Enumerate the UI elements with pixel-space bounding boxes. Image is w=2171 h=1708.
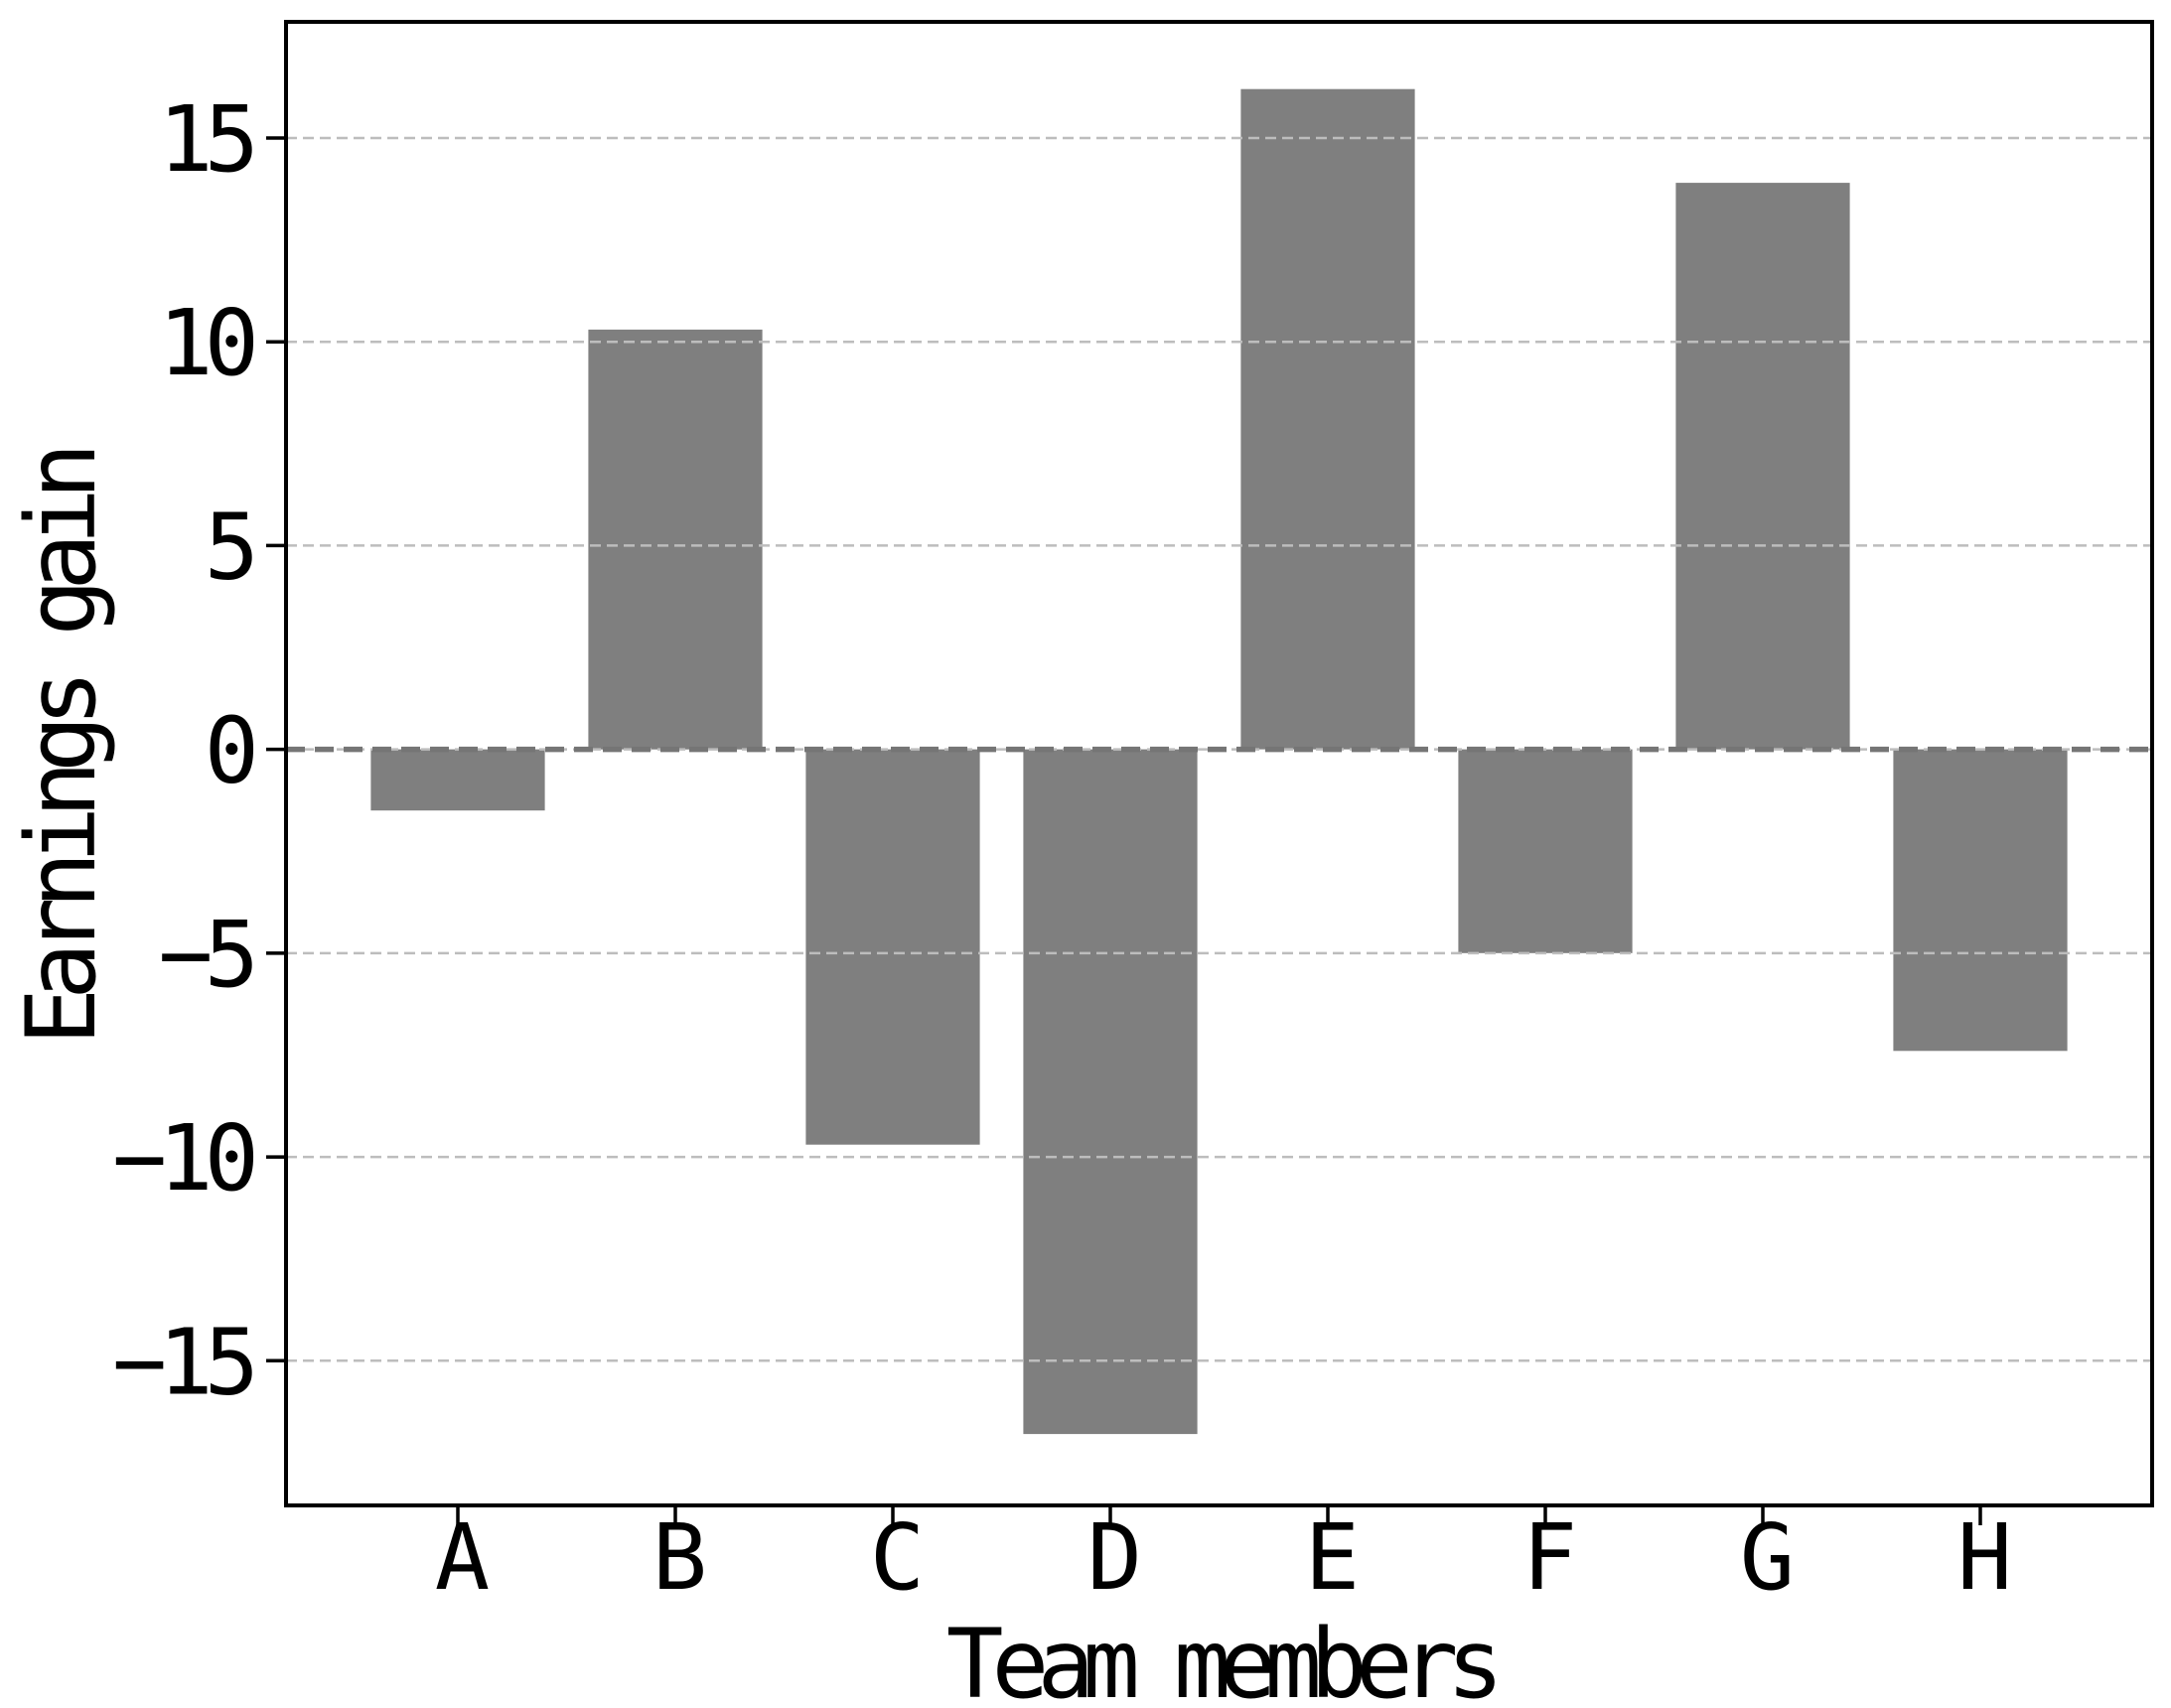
bar-B [588,329,763,750]
bar-H [1893,749,2068,1052]
x-tick-label-F: F [1522,1504,1572,1611]
x-axis-label: Team members [945,1609,1505,1708]
y-tick-label-10: 10 [158,290,253,396]
x-tick-label-C: C [870,1504,919,1611]
x-tick-label-G: G [1740,1504,1790,1611]
y-tick-label-−5: −5 [158,902,252,1008]
y-tick-label-−15: −15 [112,1309,253,1415]
bar-A [370,749,545,811]
x-tick-label-B: B [652,1504,704,1611]
x-tick-label-A: A [435,1504,489,1611]
y-tick-label-−10: −10 [112,1105,254,1211]
bar-C [805,749,980,1145]
bar-D [1023,749,1198,1435]
bar-G [1675,183,1850,750]
y-tick-label-0: 0 [205,698,254,804]
bar-F [1458,749,1633,953]
y-tick-label-5: 5 [205,494,253,600]
y-axis-label: Earnings gain [6,454,117,1046]
bar-E [1240,88,1415,750]
y-tick-label-15: 15 [158,86,252,193]
plot-frame [284,20,2154,1507]
x-tick-label-H: H [1957,1504,2007,1611]
x-tick-label-D: D [1087,1504,1137,1611]
x-tick-label-E: E [1305,1504,1355,1611]
